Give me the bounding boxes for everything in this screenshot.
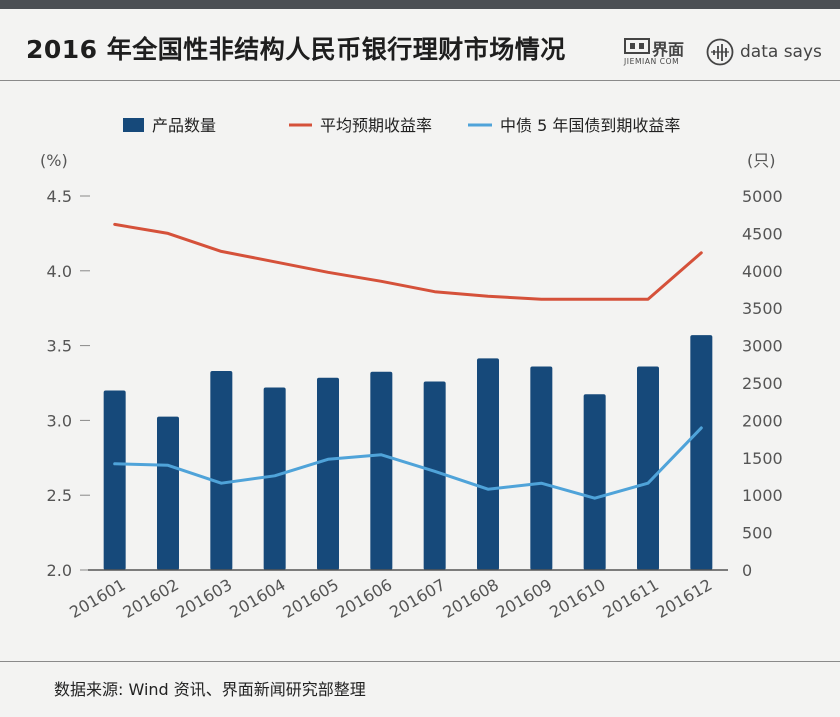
left-tick-label: 4.5 (47, 187, 72, 206)
x-tick-label: 201602 (120, 575, 182, 622)
x-axis: 2016012016022016032016042016052016062016… (66, 569, 728, 622)
bar-series (103, 335, 713, 570)
legend-label-bar: 产品数量 (152, 116, 216, 135)
x-tick-label: 201607 (386, 575, 448, 622)
x-tick-label: 201604 (226, 575, 288, 622)
combo-chart: 产品数量 平均预期收益率 中债 5 年国债到期收益率 (%) 2.0 2.5 3.0 3.5… (40, 116, 783, 622)
x-tick-label: 201606 (333, 575, 395, 622)
right-tick-label: 3500 (742, 299, 783, 318)
bar-201610 (583, 394, 606, 570)
left-axis: (%) 2.0 2.5 3.0 3.5 4.0 4.5 (40, 151, 90, 580)
chart-legend: 产品数量 平均预期收益率 中债 5 年国债到期收益率 (123, 116, 680, 135)
legend-swatch-bar (123, 118, 144, 132)
x-tick-label: 201603 (173, 575, 235, 622)
x-tick-label: 201612 (653, 575, 715, 622)
x-tick-label: 201605 (280, 575, 342, 622)
jiemian-logo-text: 界面 (652, 40, 685, 59)
right-tick-label: 3000 (742, 337, 783, 356)
left-tick-label: 2.5 (47, 486, 72, 505)
right-tick-label: 2000 (742, 411, 783, 430)
bar-201609 (530, 366, 553, 570)
bar-201606 (370, 371, 393, 570)
datasays-logo-icon (706, 38, 734, 66)
bar-201608 (477, 358, 499, 570)
left-tick-label: 3.0 (47, 411, 72, 430)
x-tick-label: 201610 (546, 575, 608, 622)
left-tick-label: 3.5 (47, 337, 72, 356)
line-treasury-yield (113, 426, 703, 500)
right-tick-label: 1000 (742, 486, 783, 505)
bar-201607 (423, 381, 446, 570)
right-tick-label: 500 (742, 524, 773, 543)
bar-201611 (637, 366, 659, 570)
left-axis-unit: (%) (40, 151, 68, 170)
bar-201602 (157, 416, 179, 570)
bar-201605 (317, 377, 339, 570)
header-divider (0, 80, 840, 81)
x-tick-label: 201608 (440, 575, 502, 622)
source-note: 数据来源: Wind 资讯、界面新闻研究部整理 (54, 680, 366, 699)
jiemian-logo-icon (624, 38, 650, 54)
bar-201603 (210, 371, 233, 570)
bar-201604 (263, 387, 286, 570)
right-tick-label: 4500 (742, 224, 783, 243)
left-tick-label: 4.0 (47, 262, 72, 281)
right-axis: (只) 0 500 1000 1500 2000 2500 3000 3500 4000 4500 5… (742, 151, 783, 580)
x-tick-label: 201609 (493, 575, 555, 622)
chart-title: 2016 年全国性非结构人民币银行理财市场情况 (26, 35, 566, 64)
right-axis-unit: (只) (747, 151, 776, 170)
footer-divider (0, 661, 840, 662)
line-series (113, 222, 703, 500)
bar-201601 (103, 390, 126, 570)
x-tick-label: 201611 (600, 575, 662, 622)
right-tick-label: 1500 (742, 449, 783, 468)
top-accent-bar (0, 0, 840, 9)
right-tick-label: 2500 (742, 374, 783, 393)
jiemian-logo: 界面 JIEMIAN COM (624, 36, 694, 70)
datasays-logo-text: data says (740, 42, 822, 62)
line-expected-yield (113, 222, 703, 301)
x-tick-label: 201601 (66, 575, 128, 622)
right-tick-label: 0 (742, 561, 752, 580)
jiemian-logo-subtext: JIEMIAN COM (624, 57, 680, 66)
right-tick-label: 4000 (742, 262, 783, 281)
legend-label-line-expected: 平均预期收益率 (320, 116, 432, 135)
right-tick-label: 5000 (742, 187, 783, 206)
left-tick-label: 2.0 (47, 561, 72, 580)
bar-201612 (690, 335, 713, 570)
legend-label-line-treasury: 中债 5 年国债到期收益率 (500, 116, 680, 135)
